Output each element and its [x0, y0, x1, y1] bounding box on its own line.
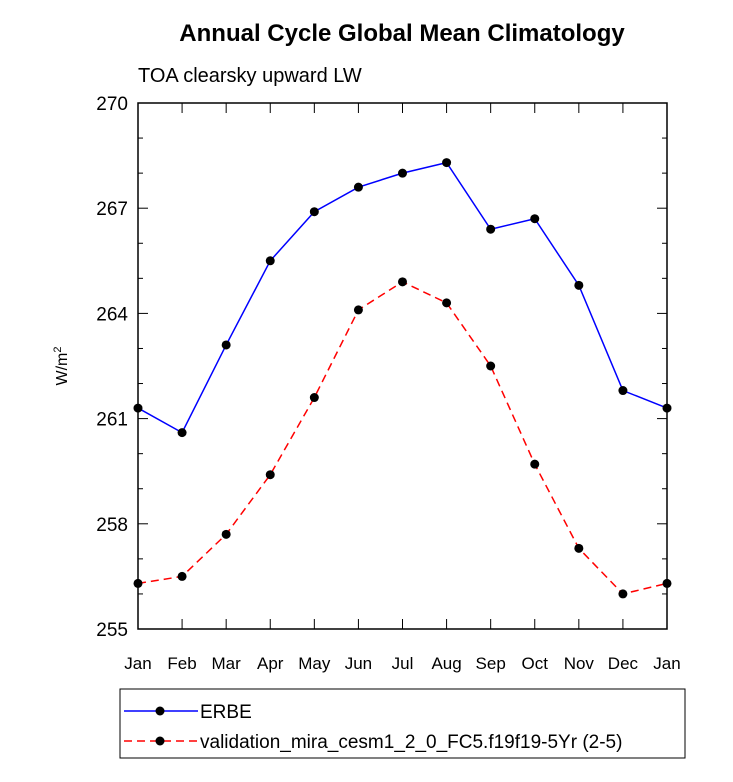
x-tick-label: Oct [522, 654, 549, 673]
chart-title: Annual Cycle Global Mean Climatology [179, 20, 625, 47]
data-point-series-1 [353, 305, 363, 315]
x-tick-label: Jun [345, 654, 372, 673]
x-tick-label: Aug [431, 654, 461, 673]
plot-frame [137, 102, 668, 630]
y-tick-label: 270 [96, 94, 128, 115]
data-point-series-0 [353, 182, 363, 192]
data-point-series-0 [486, 224, 496, 234]
legend-marker-1 [155, 736, 165, 746]
legend-box [119, 688, 686, 759]
data-point-series-1 [442, 298, 452, 308]
y-tick-label: 264 [96, 304, 128, 325]
y-tick-label: 255 [96, 620, 128, 641]
data-point-series-1 [486, 361, 496, 371]
x-tick-label: May [298, 654, 331, 673]
data-point-series-0 [530, 214, 540, 224]
y-axis-label-base: W/m [54, 353, 71, 386]
data-point-series-0 [398, 168, 407, 178]
data-point-series-1 [177, 571, 187, 581]
y-tick-label: 261 [96, 410, 128, 431]
data-point-series-1 [618, 589, 628, 599]
x-tick-label: Nov [564, 654, 595, 673]
x-tick-label: Jul [392, 654, 414, 673]
plot-area: 255 258 261 264 267 270 Jan Feb Mar Apr May Jun Jul A… [96, 94, 680, 673]
data-point-series-1 [574, 543, 584, 553]
data-point-series-0 [177, 428, 187, 438]
x-tick-label: Jan [653, 654, 680, 673]
x-tick-label: Dec [608, 654, 639, 673]
x-tick-label: Apr [257, 654, 284, 673]
data-point-series-0 [309, 207, 319, 217]
y-tick-label: 258 [96, 515, 128, 536]
y-axis-label-sup: 2 [52, 347, 64, 353]
legend-label-1: validation_mira_cesm1_2_0_FC5.f19f19-5Yr… [200, 732, 622, 753]
x-tick-label: Jan [124, 654, 151, 673]
series-line-0 [137, 161, 668, 434]
x-tick-label: Feb [167, 654, 196, 673]
data-point-series-1 [398, 277, 407, 287]
legend-label-0: ERBE [200, 702, 252, 723]
data-point-series-0 [221, 340, 231, 350]
data-point-series-0 [442, 158, 452, 168]
chart-subtitle: TOA clearsky upward LW [138, 65, 362, 87]
x-tick-label: Mar [212, 654, 242, 673]
data-point-series-1 [530, 459, 540, 469]
data-point-series-1 [309, 393, 319, 403]
legend-marker-0 [155, 706, 165, 716]
x-tick-label: Sep [476, 654, 506, 673]
data-point-series-1 [265, 470, 275, 480]
series-line-1 [137, 280, 668, 595]
data-point-series-0 [618, 386, 628, 396]
data-point-series-0 [265, 256, 275, 266]
y-axis-label: W/m2 [52, 347, 71, 386]
legend: ERBE validation_mira_cesm1_2_0_FC5.f19f19… [119, 688, 686, 759]
y-tick-label: 267 [96, 199, 128, 220]
data-point-series-0 [574, 280, 584, 290]
data-point-series-1 [221, 529, 231, 539]
